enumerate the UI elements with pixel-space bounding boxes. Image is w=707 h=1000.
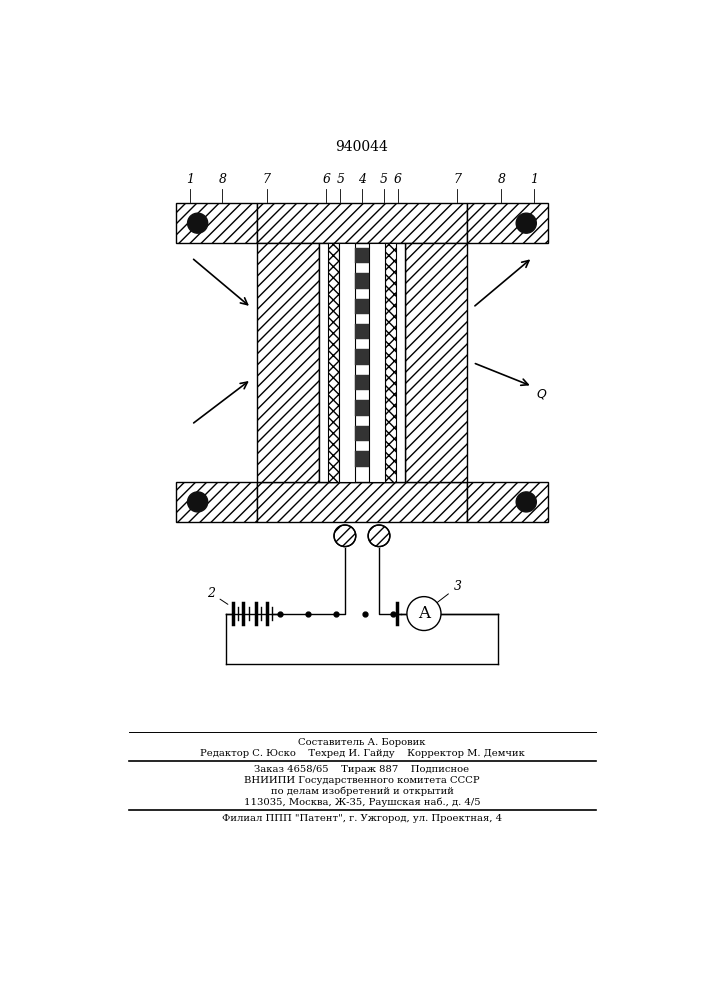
Bar — [355, 349, 369, 365]
Bar — [355, 426, 369, 441]
Text: Редактор С. Юско    Техред И. Гайду    Корректор М. Демчик: Редактор С. Юско Техред И. Гайду Коррект… — [199, 749, 525, 758]
Text: Заказ 4658/65    Тираж 887    Подписное: Заказ 4658/65 Тираж 887 Подписное — [255, 765, 469, 774]
Circle shape — [516, 492, 537, 512]
Text: 3: 3 — [437, 580, 462, 603]
Circle shape — [187, 492, 208, 512]
Text: 4: 4 — [358, 173, 366, 186]
Bar — [355, 273, 369, 289]
Text: 5: 5 — [380, 173, 387, 186]
Text: Филиал ППП "Патент", г. Ужгород, ул. Проектная, 4: Филиал ППП "Патент", г. Ужгород, ул. Про… — [222, 814, 502, 823]
Bar — [355, 375, 369, 390]
Bar — [257, 243, 320, 482]
Text: ВНИИПИ Государственного комитета СССР: ВНИИПИ Государственного комитета СССР — [244, 776, 480, 785]
Text: по делам изобретений и открытий: по делам изобретений и открытий — [271, 787, 453, 796]
Ellipse shape — [334, 525, 356, 547]
Text: 8: 8 — [218, 173, 226, 186]
Bar — [467, 203, 548, 243]
Text: 1: 1 — [186, 173, 194, 186]
Bar — [404, 243, 467, 482]
Bar — [467, 482, 548, 522]
Bar — [355, 400, 369, 416]
Circle shape — [407, 597, 441, 631]
Bar — [176, 482, 257, 522]
Bar — [339, 243, 355, 482]
Circle shape — [516, 213, 537, 233]
Bar — [369, 243, 385, 482]
Text: $\it{Q}$: $\it{Q}$ — [537, 387, 548, 401]
Bar — [176, 203, 257, 243]
Ellipse shape — [368, 525, 390, 547]
Text: A: A — [418, 605, 430, 622]
Bar — [257, 203, 467, 243]
Text: 940044: 940044 — [336, 140, 388, 154]
Text: Составитель А. Боровик: Составитель А. Боровик — [298, 738, 426, 747]
Bar — [320, 243, 404, 482]
Bar — [355, 299, 369, 314]
Bar — [355, 248, 369, 263]
Text: 6: 6 — [394, 173, 402, 186]
Text: 7: 7 — [262, 173, 271, 186]
Text: 1: 1 — [530, 173, 538, 186]
Text: 6: 6 — [322, 173, 330, 186]
Bar — [385, 243, 396, 482]
Text: 113035, Москва, Ж-35, Раушская наб., д. 4/5: 113035, Москва, Ж-35, Раушская наб., д. … — [244, 798, 480, 807]
Text: 5: 5 — [337, 173, 344, 186]
Text: 7: 7 — [453, 173, 461, 186]
Bar — [355, 324, 369, 339]
Text: 2: 2 — [207, 587, 228, 604]
Bar — [328, 243, 339, 482]
Text: 8: 8 — [498, 173, 506, 186]
Bar — [257, 482, 467, 522]
Bar — [355, 451, 369, 466]
Circle shape — [187, 213, 208, 233]
